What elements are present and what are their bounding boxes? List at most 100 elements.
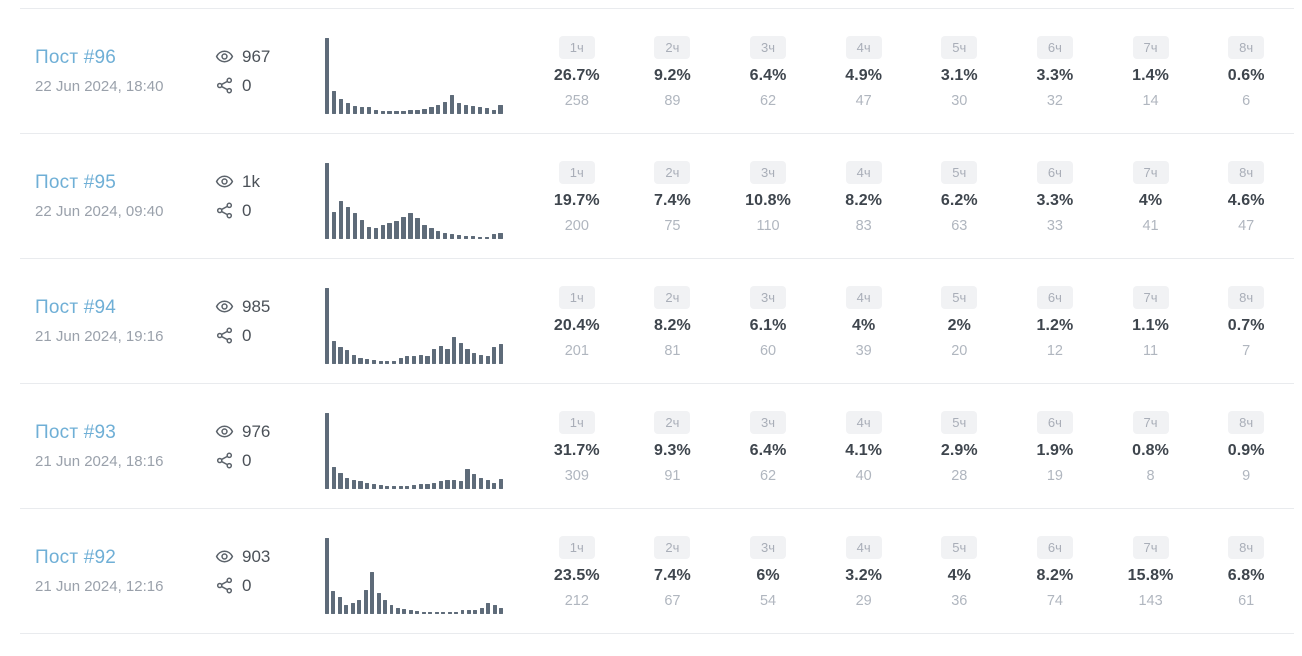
hour-percent: 3.2% — [845, 566, 883, 584]
hour-cell: 4ч 4.1% 40 — [816, 410, 912, 484]
spark-bar — [436, 104, 441, 114]
hour-badge: 2ч — [654, 410, 691, 434]
post-date: 21 Jun 2024, 19:16 — [35, 328, 164, 345]
post-link[interactable]: Пост #95 — [35, 172, 117, 193]
hour-cell: 8ч 0.7% 7 — [1198, 285, 1294, 359]
hour-cell: 1ч 31.7% 309 — [529, 410, 625, 484]
views-sparkline — [325, 413, 504, 489]
spark-bar — [411, 356, 417, 364]
spark-bar — [478, 354, 483, 364]
post-metrics: 903 0 — [215, 547, 325, 596]
post-date: 21 Jun 2024, 18:16 — [35, 453, 164, 470]
spark-bar — [383, 600, 388, 614]
hour-cell: 1ч 26.7% 258 — [529, 35, 625, 109]
hour-percent: 19.7% — [553, 191, 600, 209]
hour-badge: 1ч — [558, 410, 595, 434]
spark-bar — [447, 611, 452, 614]
post-row: Пост #95 22 Jun 2024, 09:40 1k — [20, 134, 1294, 259]
post-link[interactable]: Пост #92 — [35, 547, 117, 568]
hour-badge: 7ч — [1132, 410, 1169, 434]
hour-badge: 5ч — [941, 160, 978, 184]
post-date: 21 Jun 2024, 12:16 — [35, 578, 164, 595]
hours-stats: 1ч 31.7% 309 2ч 9.3% 91 3ч 6.4% 62 4ч 4.1% 40 5ч 2.9%… — [529, 410, 1294, 484]
hour-count: 29 — [855, 592, 872, 609]
spark-bar — [498, 232, 503, 239]
spark-bar — [492, 604, 497, 614]
hour-badge: 7ч — [1132, 35, 1169, 59]
hour-count: 258 — [564, 92, 589, 109]
hour-cell: 6ч 3.3% 32 — [1007, 35, 1103, 109]
post-link[interactable]: Пост #94 — [35, 297, 117, 318]
spark-bar — [338, 201, 344, 239]
spark-bar — [378, 360, 383, 364]
hour-badge: 1ч — [558, 285, 595, 309]
spark-bar — [456, 103, 462, 114]
hour-percent: 15.8% — [1127, 566, 1174, 584]
spark-bar — [338, 98, 344, 114]
views-metric: 1k — [215, 172, 325, 192]
hour-badge: 3ч — [750, 35, 787, 59]
hour-percent: 1.2% — [1036, 316, 1074, 334]
hour-percent: 23.5% — [553, 566, 600, 584]
spark-bar — [376, 592, 381, 614]
views-count: 967 — [242, 46, 271, 66]
spark-bar — [428, 611, 433, 614]
spark-bar — [325, 538, 329, 614]
hour-percent: 2.9% — [940, 441, 978, 459]
spark-bar — [325, 413, 330, 489]
post-link[interactable]: Пост #93 — [35, 422, 117, 443]
spark-bar — [408, 213, 413, 239]
hour-percent: 7.4% — [654, 566, 691, 584]
spark-bar — [352, 105, 358, 114]
hour-badge: 3ч — [750, 535, 787, 559]
hour-count: 110 — [756, 217, 780, 234]
shares-count: 0 — [242, 75, 252, 95]
post-metrics: 976 0 — [215, 422, 325, 471]
hour-count: 20 — [951, 342, 968, 359]
spark-bar — [485, 479, 490, 489]
spark-bar — [344, 604, 349, 614]
spark-bar — [394, 110, 399, 114]
spark-bar — [418, 484, 423, 489]
hour-badge: 6ч — [1036, 35, 1073, 59]
hour-percent: 31.7% — [553, 441, 600, 459]
post-metrics: 1k 0 — [215, 172, 325, 221]
hour-cell: 4ч 3.2% 29 — [816, 535, 912, 609]
spark-bar — [331, 341, 336, 364]
hour-percent: 8.2% — [1036, 566, 1074, 584]
spark-bar — [385, 360, 390, 364]
hour-percent: 3.3% — [1036, 66, 1074, 84]
spark-bar — [449, 234, 455, 239]
spark-bar — [415, 218, 420, 239]
hour-percent: 4% — [947, 566, 971, 584]
shares-count: 0 — [242, 325, 252, 345]
spark-bar — [473, 610, 478, 614]
spark-bar — [463, 235, 469, 239]
spark-bar — [363, 589, 368, 614]
shares-metric: 0 — [215, 451, 325, 471]
post-row: Пост #96 22 Jun 2024, 18:40 967 — [20, 9, 1294, 134]
post-link[interactable]: Пост #96 — [35, 47, 117, 68]
views-sparkline — [325, 163, 503, 239]
spark-bar — [405, 356, 410, 364]
shares-count: 0 — [242, 575, 252, 595]
spark-bar — [438, 481, 443, 489]
hour-count: 60 — [759, 342, 777, 359]
eye-icon — [215, 547, 234, 566]
post-row: Пост #93 21 Jun 2024, 18:16 976 — [20, 384, 1294, 509]
hour-count: 41 — [1142, 217, 1159, 234]
hour-cell: 6ч 1.9% 19 — [1007, 410, 1103, 484]
hour-cell: 8ч 6.8% 61 — [1198, 535, 1294, 609]
hour-count: 6 — [1242, 92, 1251, 109]
hour-badge: 6ч — [1036, 410, 1073, 434]
spark-bar — [357, 600, 362, 614]
spark-bar — [352, 213, 358, 239]
hour-count: 83 — [855, 217, 872, 234]
hours-stats: 1ч 23.5% 212 2ч 7.4% 67 3ч 6% 54 4ч 3.2% 29 5ч 4% 36 6ч… — [529, 535, 1294, 609]
spark-bar — [385, 485, 390, 489]
spark-bar — [345, 102, 351, 114]
hour-cell: 2ч 9.2% 89 — [625, 35, 721, 109]
hour-percent: 6.4% — [749, 441, 787, 459]
hour-badge: 5ч — [941, 285, 978, 309]
hour-count: 11 — [1143, 342, 1159, 359]
